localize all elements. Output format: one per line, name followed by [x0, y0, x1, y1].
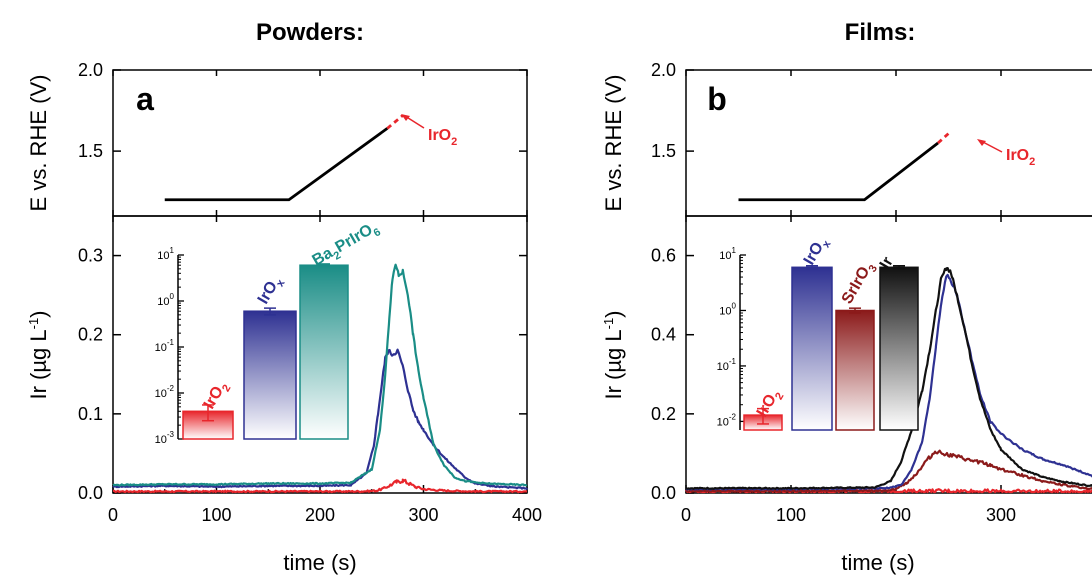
panel-b-iro2-annotation: IrO2: [977, 139, 1035, 168]
panel-b-dissolution-ylabel: Ir (µg L-1): [601, 310, 626, 399]
panel-a-potential-ylabel: E vs. RHE (V): [26, 75, 51, 212]
panel-b-films: Films: b 0 100 200 300 1.5 2.0 0.0 0.2 0.4 0.6 E …: [601, 19, 1092, 575]
inset-tick-label: 10-2: [717, 412, 737, 428]
panel-a-xlabel: time (s): [283, 550, 356, 575]
inset-tick-label: 10-1: [155, 338, 175, 354]
dis-y-tick-label: 0.6: [651, 246, 676, 266]
panel-b-annotation-arrowhead: [977, 139, 986, 146]
dis-y-tick-label: 0.3: [78, 246, 103, 266]
x-tick-label: 200: [305, 505, 335, 525]
panel-b-inset-label-sriro3: SrIrO3: [839, 259, 880, 309]
pot-y-tick-label: 1.5: [651, 141, 676, 161]
panel-a-potential-trace: [164, 114, 404, 202]
potential-line: [164, 127, 389, 202]
series-sriro3: [685, 449, 1092, 493]
panel-b-tick-labels: 0 100 200 300 1.5 2.0 0.0 0.2 0.4 0.6: [651, 60, 1016, 525]
panel-b-potential-ylabel: E vs. RHE (V): [601, 75, 626, 212]
panel-a-annotation-arrowhead: [401, 114, 410, 121]
x-tick-label: 200: [881, 505, 911, 525]
x-tick-label: 100: [201, 505, 231, 525]
panel-b-inset-ticks: 10-2 10-1 100 101: [717, 246, 746, 428]
inset-tick-label: 10-1: [717, 357, 737, 373]
panel-b-inset-bars: [743, 265, 919, 431]
inset-tick-label: 100: [719, 301, 736, 317]
inset-tick-label: 10-2: [155, 384, 175, 400]
pot-y-tick-label: 2.0: [78, 60, 103, 80]
panel-b-annotation-label: IrO2: [1006, 147, 1035, 168]
series-iro2: [685, 488, 1092, 494]
x-tick-label: 100: [776, 505, 806, 525]
panel-a-powders: Powders: a 0 100 200 300 4001.52.00.00.10.20…: [26, 19, 542, 575]
dis-y-tick-label: 0.4: [651, 325, 676, 345]
panel-b-xlabel: time (s): [841, 550, 914, 575]
inset-tick-label: 10-3: [155, 430, 175, 446]
panel-a-annotation-label: IrO2: [428, 127, 457, 148]
panel-b-dissolution-series: [685, 267, 1092, 494]
potential-dashed-extension: [386, 114, 404, 130]
dis-y-tick-label: 0.0: [651, 483, 676, 503]
pot-y-tick-label: 2.0: [651, 60, 676, 80]
panel-b-letter: b: [707, 81, 727, 117]
inset-tick-label: 101: [157, 246, 174, 262]
panel-a-inset-bars: [182, 263, 349, 440]
panel-b-inset-label-irox: IrOx: [801, 233, 834, 270]
panel-a-title: Powders:: [256, 19, 364, 46]
inset-tick-label: 101: [719, 246, 736, 262]
x-tick-label: 0: [108, 505, 118, 525]
dis-y-tick-label: 0.2: [78, 325, 103, 345]
series-irox: [112, 348, 529, 490]
series-ba2priro6: [112, 263, 528, 487]
inset-bar-irox: [243, 310, 297, 440]
panel-a-inset-ticks: 10-3 10-2 10-1 100 101: [155, 246, 184, 446]
x-tick-label: 0: [681, 505, 691, 525]
panel-b-title: Films:: [845, 19, 916, 46]
panel-a-inset-label-iro2: IrO2: [201, 378, 234, 414]
x-tick-label: 300: [986, 505, 1016, 525]
panel-a-potential-frame: [112, 69, 528, 217]
dis-y-tick-label: 0.1: [78, 404, 103, 424]
inset-bar-sriro3: [835, 309, 875, 431]
panel-b-potential-frame: [685, 69, 1092, 217]
inset-bar-irox: [791, 266, 833, 431]
panel-a-dissolution-ylabel: Ir (µg L-1): [26, 310, 51, 399]
inset-tick-label: 100: [157, 292, 174, 308]
potential-line: [738, 141, 939, 202]
inset-bar-ba2priro6: [299, 264, 349, 440]
panel-b-potential-trace: [738, 130, 952, 202]
x-tick-label: 400: [512, 505, 542, 525]
pot-y-tick-label: 1.5: [78, 141, 103, 161]
inset-bar-ir: [879, 266, 919, 431]
series-ir: [685, 267, 1092, 490]
panel-a-iro2-annotation: IrO2: [401, 114, 457, 148]
dis-y-tick-label: 0.0: [78, 483, 103, 503]
panel-a-inset-label-irox: IrOx: [255, 272, 288, 309]
x-tick-label: 300: [408, 505, 438, 525]
dis-y-tick-label: 0.2: [651, 404, 676, 424]
series-iro2: [112, 478, 528, 494]
panel-a-tick-labels: 0 100 200 300 400 1.5 2.0 0.0 0.1 0.2 0.3: [78, 60, 542, 525]
potential-dashed-extension: [937, 130, 952, 145]
panel-a-dissolution-series: [112, 263, 529, 494]
panel-a-letter: a: [136, 81, 154, 117]
